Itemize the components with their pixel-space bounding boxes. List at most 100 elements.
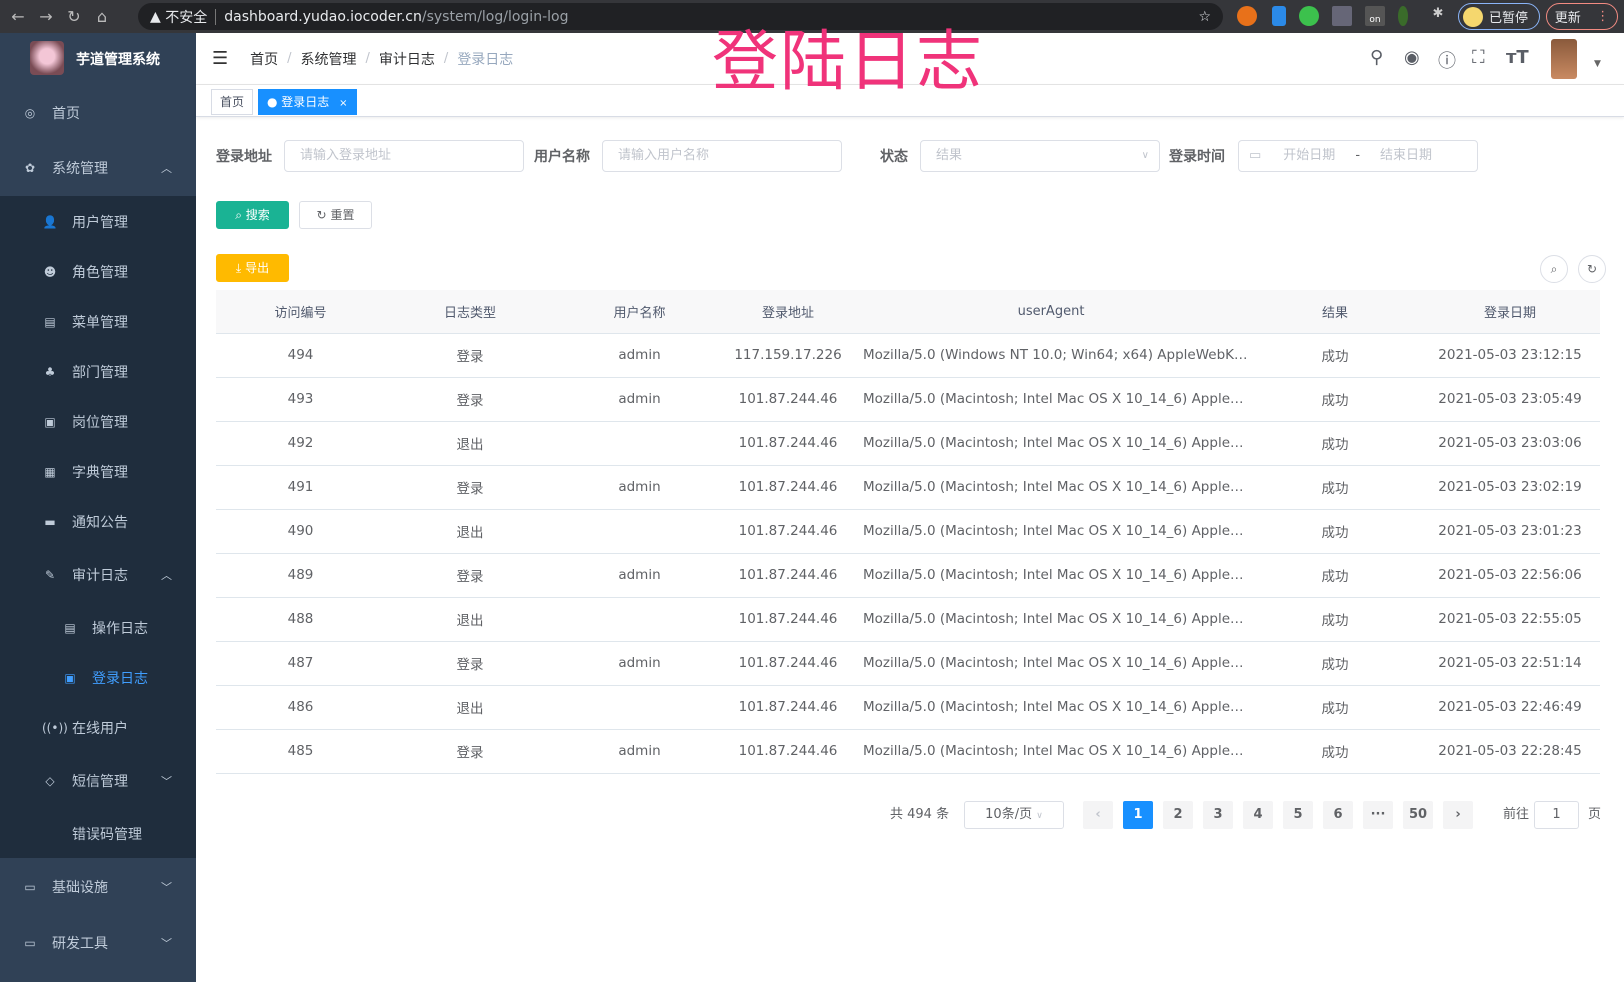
role-icon: ☻: [43, 265, 57, 279]
sidebar-item[interactable]: ▭ 研发工具 ﹀: [0, 918, 196, 968]
page-button[interactable]: 3: [1203, 801, 1233, 829]
tag-label: 登录日志: [281, 95, 330, 109]
extension-icon[interactable]: [1299, 6, 1319, 26]
table-cell: 101.87.244.46: [724, 597, 852, 642]
sidebar-item[interactable]: ▭ 基础设施 ﹀: [0, 862, 196, 912]
sidebar-item[interactable]: ☻ 角色管理: [0, 247, 196, 297]
sidebar-item[interactable]: ▣ 岗位管理: [0, 397, 196, 447]
status-select[interactable]: 结果 ∨: [920, 140, 1160, 172]
tag-login-log[interactable]: ● 登录日志 ×: [258, 89, 357, 115]
table-cell: 485: [216, 729, 385, 774]
hamburger-icon[interactable]: ☰: [212, 48, 229, 69]
breadcrumb-item[interactable]: 审计日志: [378, 51, 435, 68]
table-cell: 2021-05-03 22:46:49: [1420, 685, 1600, 730]
sidebar-item[interactable]: ◇ 短信管理 ﹀: [0, 756, 196, 806]
table-cell: 成功: [1250, 597, 1420, 642]
table-cell: Mozilla/5.0 (Windows NT 10.0; Win64; x64…: [852, 333, 1250, 378]
sidebar-item[interactable]: ▣ 登录日志: [0, 653, 196, 703]
refresh-button[interactable]: ↻: [1578, 255, 1606, 283]
sidebar-item[interactable]: ✎ 审计日志 ︿: [0, 550, 196, 600]
sidebar-item[interactable]: ((•)) 在线用户: [0, 703, 196, 753]
table-cell: 成功: [1250, 377, 1420, 422]
page-button[interactable]: 1: [1123, 801, 1153, 829]
back-icon[interactable]: ←: [11, 7, 25, 26]
dashboard-icon: ◎: [24, 106, 36, 120]
home-icon[interactable]: ⌂: [96, 7, 108, 26]
submenu-bg: [0, 196, 196, 858]
sidebar-item[interactable]: ♣ 部门管理: [0, 347, 196, 397]
column-header: 用户名称: [555, 290, 724, 334]
breadcrumb-item[interactable]: 首页: [250, 51, 279, 68]
github-icon[interactable]: ◉: [1404, 47, 1420, 68]
sidebar-item-label: 错误码管理: [72, 827, 142, 843]
sidebar-item[interactable]: ▤ 菜单管理: [0, 297, 196, 347]
extension-icon[interactable]: [1272, 6, 1286, 26]
address-bar[interactable]: ▲ 不安全 dashboard.yudao.iocoder.cn/system/…: [138, 3, 1223, 30]
monitor-icon: ▭: [24, 880, 36, 894]
help-icon[interactable]: ⓘ: [1438, 51, 1456, 72]
table-cell: Mozilla/5.0 (Macintosh; Intel Mac OS X 1…: [852, 421, 1250, 466]
search-button[interactable]: ⌕ 搜索: [216, 201, 289, 229]
page-size-select[interactable]: 10条/页 ∨: [964, 801, 1064, 829]
page-button[interactable]: 2: [1163, 801, 1193, 829]
page-button[interactable]: 4: [1243, 801, 1273, 829]
export-button[interactable]: ⤓ 导出: [216, 254, 289, 282]
font-size-icon[interactable]: тT: [1506, 47, 1529, 68]
table-cell: Mozilla/5.0 (Macintosh; Intel Mac OS X 1…: [852, 553, 1250, 598]
address-input[interactable]: 请输入登录地址: [284, 140, 524, 172]
sidebar-item[interactable]: 👤 用户管理: [0, 197, 196, 247]
extension-icon[interactable]: [1398, 6, 1408, 26]
table-row: 489 登录 admin 101.87.244.46 Mozilla/5.0 (Maci…: [216, 553, 1600, 598]
page-button[interactable]: ···: [1363, 801, 1393, 829]
table-cell: 成功: [1250, 509, 1420, 554]
table-row: 486 退出 101.87.244.46 Mozilla/5.0 (Macintosh…: [216, 685, 1600, 730]
user-avatar[interactable]: [1551, 39, 1577, 79]
search-icon: ⌕: [235, 208, 242, 222]
page-button[interactable]: 5: [1283, 801, 1313, 829]
sidebar-item[interactable]: ✿ 系统管理 ︿: [0, 143, 196, 193]
forward-icon[interactable]: →: [39, 7, 53, 26]
page-button[interactable]: 50: [1403, 801, 1433, 829]
tree-icon: ♣: [44, 365, 56, 379]
search-icon[interactable]: ⚲: [1370, 47, 1384, 68]
profile-paused-button[interactable]: 已暂停: [1458, 3, 1540, 30]
fullscreen-icon[interactable]: ⛶: [1472, 47, 1485, 68]
update-button[interactable]: 更新 ⋮: [1546, 3, 1618, 30]
table-cell: 487: [216, 641, 385, 686]
sidebar-item-label: 审计日志: [72, 568, 128, 584]
sidebar-item[interactable]: 错误码管理: [0, 809, 196, 859]
edit-icon: ✎: [44, 568, 56, 582]
tag-home[interactable]: 首页: [211, 89, 254, 115]
sidebar-item[interactable]: ▦ 字典管理: [0, 447, 196, 497]
page-button[interactable]: 6: [1323, 801, 1353, 829]
table-cell: 493: [216, 377, 385, 422]
sidebar-item-label: 菜单管理: [72, 315, 128, 331]
chevron-down-icon: ﹀: [161, 775, 172, 788]
sidebar-item[interactable]: ▬ 通知公告: [0, 497, 196, 547]
table-cell: 登录: [385, 641, 555, 686]
sidebar-item[interactable]: ◎ 首页: [0, 88, 196, 138]
breadcrumb-item[interactable]: 系统管理: [300, 51, 357, 68]
close-icon[interactable]: ×: [339, 98, 348, 109]
table-cell: 成功: [1250, 685, 1420, 730]
table-cell: 成功: [1250, 729, 1420, 774]
username-input[interactable]: 请输入用户名称: [602, 140, 842, 172]
sidebar-item[interactable]: ▤ 操作日志: [0, 603, 196, 653]
extension-icon[interactable]: on: [1365, 6, 1385, 26]
prev-page-button[interactable]: ‹: [1083, 801, 1113, 829]
sidebar-item-label: 岗位管理: [72, 415, 128, 431]
table-row: 493 登录 admin 101.87.244.46 Mozilla/5.0 (Maci…: [216, 377, 1600, 422]
puzzle-icon[interactable]: ✱: [1432, 6, 1444, 21]
star-icon[interactable]: ☆: [1198, 8, 1211, 25]
reload-icon[interactable]: ↻: [67, 7, 81, 26]
date-range-picker[interactable]: ▭ 开始日期 - 结束日期: [1238, 140, 1478, 172]
toggle-search-button[interactable]: ⌕: [1540, 255, 1568, 283]
goto-page-input[interactable]: 1: [1534, 801, 1579, 829]
extension-icon[interactable]: [1237, 6, 1257, 26]
reset-button[interactable]: ↻ 重置: [299, 201, 372, 229]
next-page-button[interactable]: ›: [1443, 801, 1473, 829]
more-icon: ⋮: [1596, 9, 1610, 24]
caret-down-icon[interactable]: ▼: [1594, 59, 1601, 69]
table-cell: 成功: [1250, 553, 1420, 598]
extension-icon[interactable]: [1332, 6, 1352, 26]
